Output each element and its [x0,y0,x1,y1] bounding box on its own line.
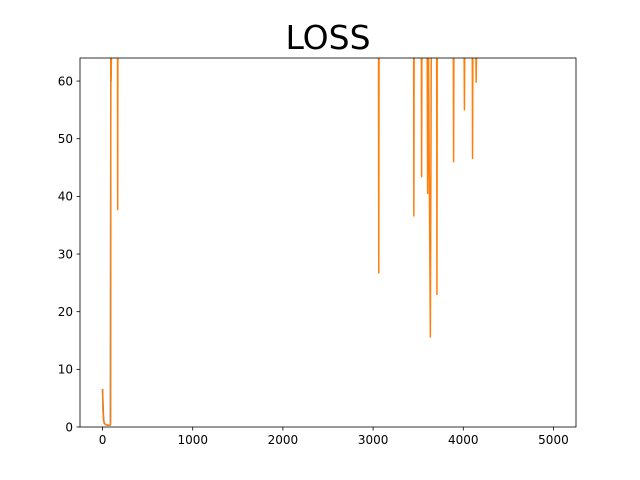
series-1-segment-10 [475,58,478,83]
x-tick-label: 2000 [268,433,299,447]
y-tick-label: 40 [58,190,73,204]
series-1-segment-2 [377,58,380,274]
x-tick-label: 5000 [538,433,569,447]
y-tick-label: 20 [58,305,73,319]
x-tick-label: 1000 [177,433,208,447]
axes-layer: 0 1000 2000 3000 4000 5000 0 10 20 30 40 50 60 [58,57,577,447]
series-1-segment-0 [101,58,113,427]
y-tick-label: 60 [58,74,73,88]
axes-frame [79,57,577,428]
series-1-segment-8 [463,58,466,111]
x-tick-label: 0 [99,433,107,447]
series-1-segment-4 [420,58,423,178]
series-1-segment-5 [426,58,433,338]
x-tick-label: 4000 [448,433,479,447]
y-tick-label: 0 [65,420,73,434]
series-layer [101,58,478,427]
series-1-segment-7 [452,58,455,163]
chart-title: LOSS [285,18,371,57]
series-1-segment-6 [435,58,438,296]
plot-area [80,58,576,427]
y-tick-label: 50 [58,132,73,146]
y-tick-label: 10 [58,363,73,377]
y-tick-label: 30 [58,247,73,261]
series-1-segment-9 [471,58,474,160]
x-tick-label: 3000 [358,433,389,447]
